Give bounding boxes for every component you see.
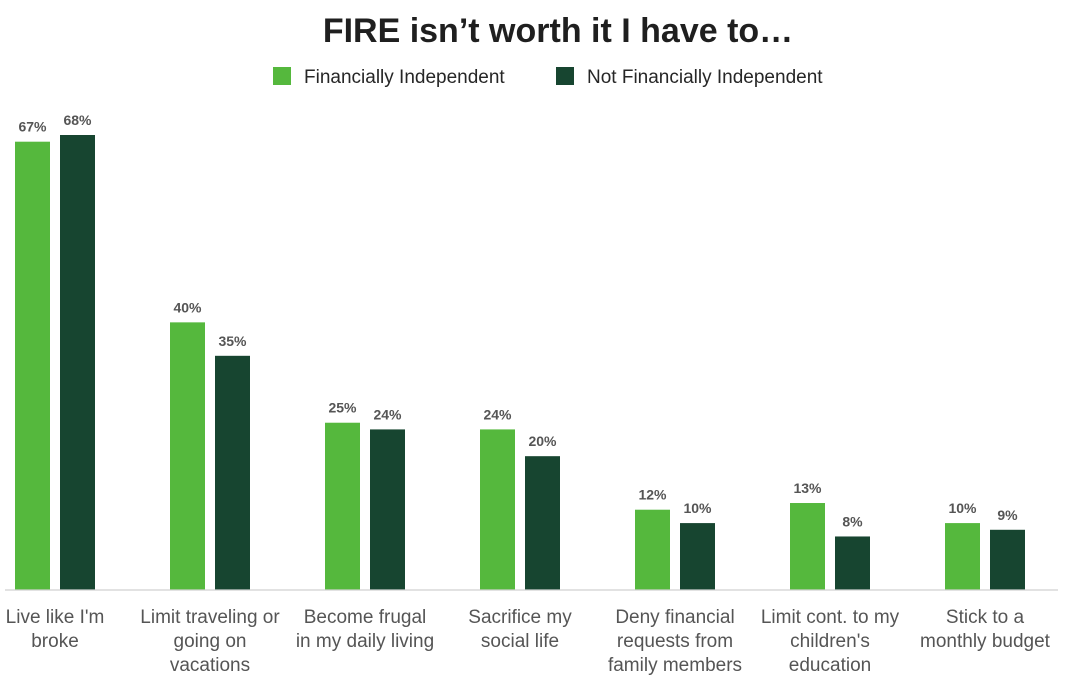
value-label-financially-independent-sacrifice-my-social-life: 24% <box>483 406 512 422</box>
legend-label-financially-independent: Financially Independent <box>304 67 505 88</box>
bar-financially-independent-become-frugal-in-my-daily-living <box>325 422 360 590</box>
bar-financially-independent-sacrifice-my-social-life <box>480 429 515 590</box>
category-label-limit-cont-to-my-children-s-education: Limit cont. to my children's education <box>761 607 900 676</box>
bar-financially-independent-limit-traveling-or-going-on-vacations <box>170 322 205 590</box>
value-labels-group: 67% 68% 40% 35% 25% 24% 24% 20% 12% 10% 13% 8% 10% 9% <box>18 112 1018 529</box>
value-label-not-financially-independent-limit-traveling-or-going-on-vacations: 35% <box>218 333 247 349</box>
bar-not-financially-independent-limit-traveling-or-going-on-vacations <box>215 355 250 590</box>
legend-swatch-not-financially-independent <box>556 67 574 85</box>
value-label-financially-independent-live-like-i-m-broke: 67% <box>18 119 47 135</box>
category-label-sacrifice-my-social-life: Sacrifice my social life <box>468 607 572 652</box>
value-label-financially-independent-stick-to-a-monthly-budget: 10% <box>948 500 977 516</box>
category-label-limit-traveling-or-going-on-vacations: Limit traveling or going on vacations <box>140 607 280 676</box>
bar-financially-independent-live-like-i-m-broke <box>15 141 50 591</box>
bar-financially-independent-stick-to-a-monthly-budget <box>945 523 980 590</box>
value-label-not-financially-independent-live-like-i-m-broke: 68% <box>63 112 92 128</box>
value-label-not-financially-independent-limit-cont-to-my-children-s-education: 8% <box>842 513 863 529</box>
bar-not-financially-independent-live-like-i-m-broke <box>60 135 95 590</box>
bar-financially-independent-limit-cont-to-my-children-s-education <box>790 503 825 590</box>
legend-label-not-financially-independent: Not Financially Independent <box>587 67 823 88</box>
bar-not-financially-independent-become-frugal-in-my-daily-living <box>370 429 405 590</box>
value-label-financially-independent-become-frugal-in-my-daily-living: 25% <box>328 400 357 416</box>
category-label-become-frugal-in-my-daily-living: Become frugal in my daily living <box>296 607 434 652</box>
value-label-financially-independent-limit-traveling-or-going-on-vacations: 40% <box>173 299 202 315</box>
legend-swatch-financially-independent <box>273 67 291 85</box>
value-label-not-financially-independent-deny-financial-requests-from-family-members: 10% <box>683 500 712 516</box>
bar-financially-independent-deny-financial-requests-from-family-members <box>635 509 670 590</box>
category-label-deny-financial-requests-from-family-members: Deny financial requests from family member… <box>608 607 742 676</box>
bar-not-financially-independent-limit-cont-to-my-children-s-education <box>835 536 870 590</box>
bars-group <box>15 135 1025 591</box>
bar-not-financially-independent-sacrifice-my-social-life <box>525 456 560 590</box>
bar-not-financially-independent-deny-financial-requests-from-family-members <box>680 523 715 590</box>
value-label-not-financially-independent-stick-to-a-monthly-budget: 9% <box>997 507 1018 523</box>
value-label-financially-independent-limit-cont-to-my-children-s-education: 13% <box>793 480 822 496</box>
chart-title: FIRE isn’t worth it I have to… <box>323 12 793 50</box>
category-labels-group: Live like I'm broke Limit traveling or goin… <box>6 607 1051 676</box>
bar-not-financially-independent-stick-to-a-monthly-budget <box>990 529 1025 590</box>
category-label-stick-to-a-monthly-budget: Stick to a monthly budget <box>920 607 1051 652</box>
category-label-live-like-i-m-broke: Live like I'm broke <box>6 607 105 652</box>
legend: Financially Independent Not Financially … <box>273 67 823 88</box>
value-label-not-financially-independent-sacrifice-my-social-life: 20% <box>528 433 557 449</box>
value-label-not-financially-independent-become-frugal-in-my-daily-living: 24% <box>373 406 402 422</box>
value-label-financially-independent-deny-financial-requests-from-family-members: 12% <box>638 487 667 503</box>
